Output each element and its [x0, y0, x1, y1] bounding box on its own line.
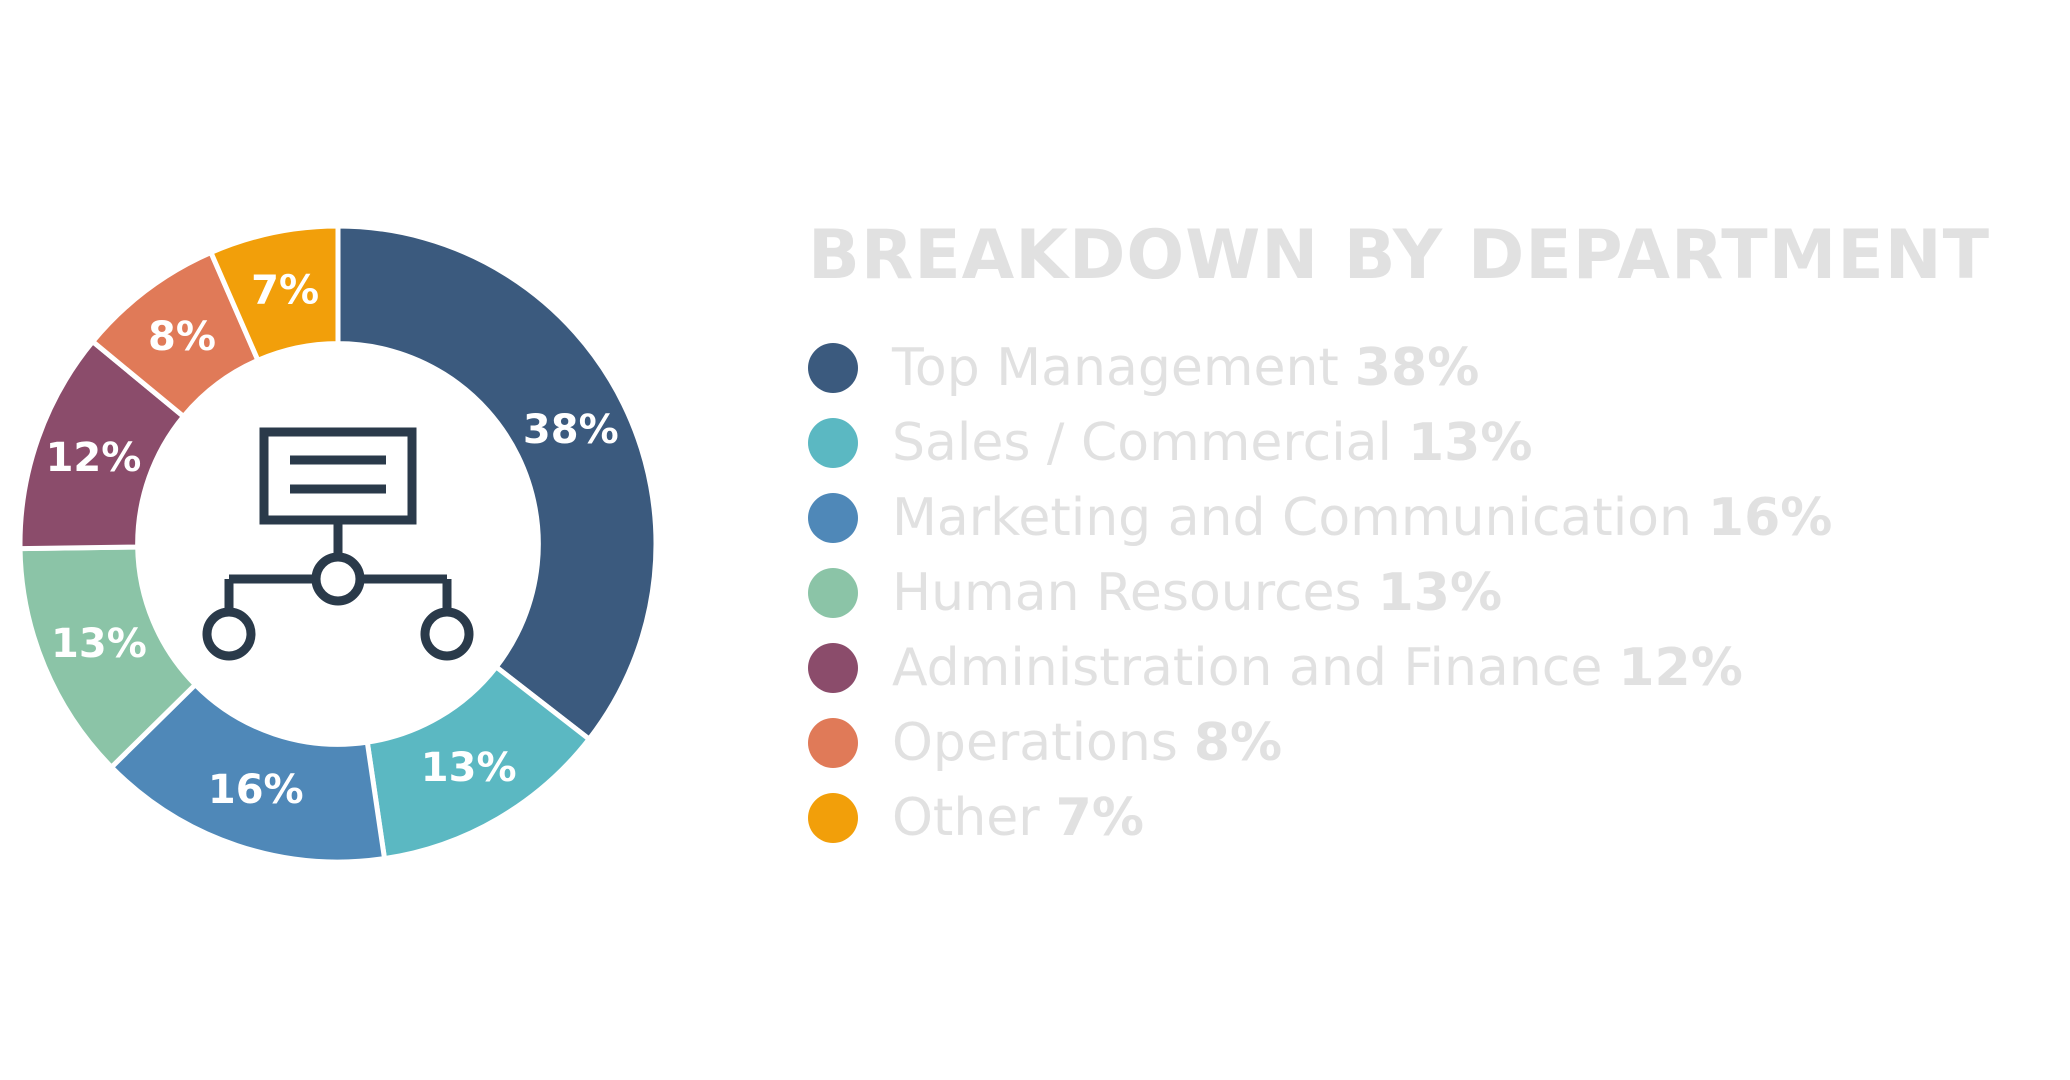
legend-swatch	[808, 342, 858, 393]
legend-value: 8%	[1193, 712, 1283, 773]
legend-swatch	[808, 717, 858, 768]
legend-item-human-resources: Human Resources 13%	[808, 555, 1832, 630]
donut-slice	[208, 223, 341, 363]
slice-value-label: 8%	[148, 314, 216, 360]
legend-label: Operations	[892, 712, 1178, 773]
legend-value: 38%	[1354, 337, 1480, 398]
legend-label: Other	[892, 787, 1040, 848]
donut-chart: 38% 13% 16% 13% 12% 8% 7%	[17, 223, 659, 865]
legend-item-other: Other 7%	[808, 780, 1832, 855]
slice-value-label: 12%	[46, 435, 142, 481]
legend-swatch	[808, 417, 858, 468]
legend-item-operations: Operations 8%	[808, 705, 1832, 780]
legend-swatch	[808, 492, 858, 543]
legend-item-marketing-communication: Marketing and Communication 16%	[808, 480, 1832, 555]
legend-value: 7%	[1055, 787, 1144, 848]
slice-value-label: 13%	[51, 621, 147, 667]
legend-item-sales-commercial: Sales / Commercial 13%	[808, 405, 1832, 480]
legend-label: Sales / Commercial	[892, 412, 1392, 473]
slice-value-label: 16%	[208, 767, 304, 813]
slice-value-label: 13%	[421, 745, 517, 791]
chart-title: BREAKDOWN BY DEPARTMENT	[808, 216, 1991, 295]
legend-swatch	[808, 792, 858, 843]
legend: Top Management 38% Sales / Commercial 13…	[808, 330, 1832, 855]
org-chart-icon	[202, 427, 474, 661]
donut-slices	[17, 223, 659, 865]
legend-item-administration-finance: Administration and Finance 12%	[808, 630, 1832, 705]
legend-value: 13%	[1377, 562, 1503, 623]
donut-slice	[108, 682, 388, 865]
legend-swatch	[808, 567, 858, 618]
legend-item-top-management: Top Management 38%	[808, 330, 1832, 405]
slice-value-label: 7%	[251, 267, 319, 313]
slice-value-label: 38%	[523, 407, 619, 453]
legend-value: 12%	[1618, 637, 1743, 698]
legend-label: Human Resources	[892, 562, 1362, 623]
donut-slice	[335, 223, 659, 742]
donut-slice-labels: 38% 13% 16% 13% 12% 8% 7%	[46, 267, 619, 812]
legend-label: Marketing and Communication	[892, 487, 1692, 548]
legend-value: 13%	[1408, 412, 1533, 473]
legend-value: 16%	[1707, 487, 1833, 548]
legend-label: Top Management	[892, 337, 1339, 398]
legend-label: Administration and Finance	[892, 637, 1603, 698]
legend-swatch	[808, 642, 858, 693]
